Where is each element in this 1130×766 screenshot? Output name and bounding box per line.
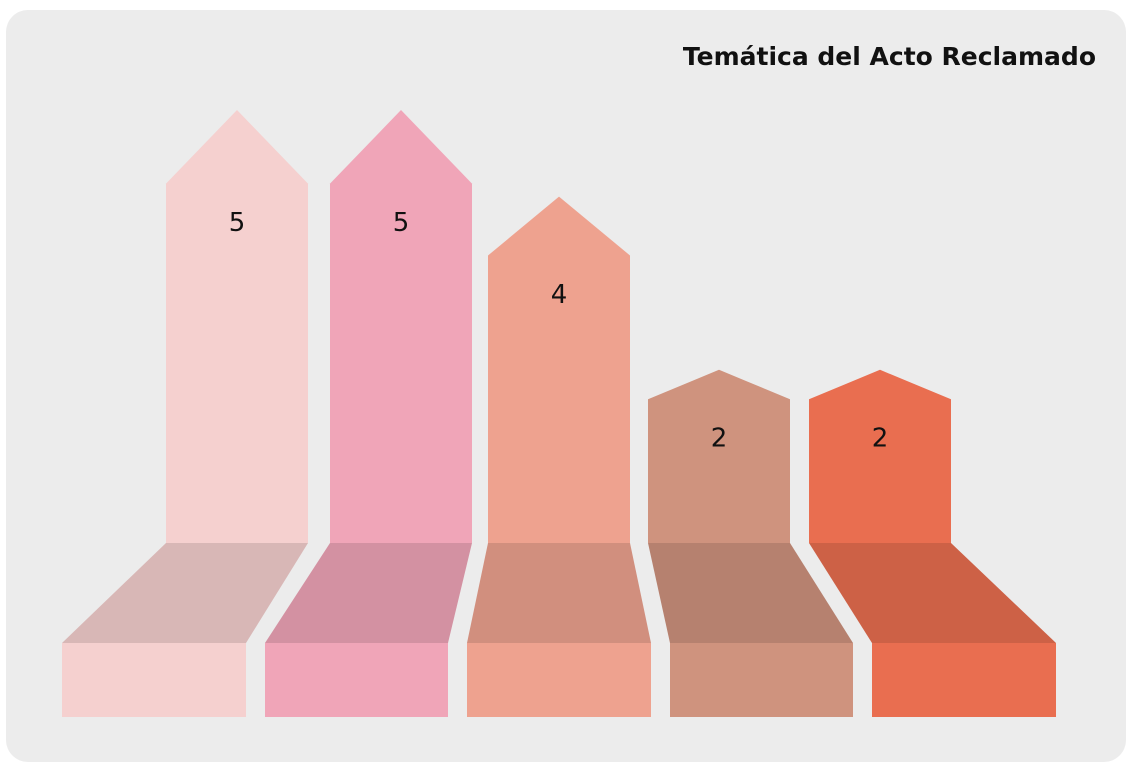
bar-floor bbox=[648, 543, 853, 643]
data-label: 5 bbox=[229, 208, 246, 238]
bar-front bbox=[670, 643, 853, 717]
bar-floor bbox=[467, 543, 651, 643]
data-label: 4 bbox=[551, 280, 568, 310]
bar-front bbox=[62, 643, 246, 717]
data-label: 2 bbox=[872, 424, 889, 454]
chart-title: Temática del Acto Reclamado bbox=[683, 42, 1096, 71]
bar-floor bbox=[809, 543, 1056, 643]
bar-front bbox=[872, 643, 1056, 717]
bar bbox=[809, 369, 951, 543]
data-label: 2 bbox=[711, 424, 728, 454]
bar bbox=[648, 369, 790, 543]
bar-front bbox=[467, 643, 651, 717]
bar bbox=[166, 110, 308, 543]
bar-front bbox=[265, 643, 448, 717]
bar bbox=[330, 110, 472, 543]
bar-floor bbox=[265, 543, 472, 643]
data-label: 5 bbox=[393, 208, 410, 238]
bar bbox=[488, 196, 630, 543]
bar-floor bbox=[62, 543, 308, 643]
